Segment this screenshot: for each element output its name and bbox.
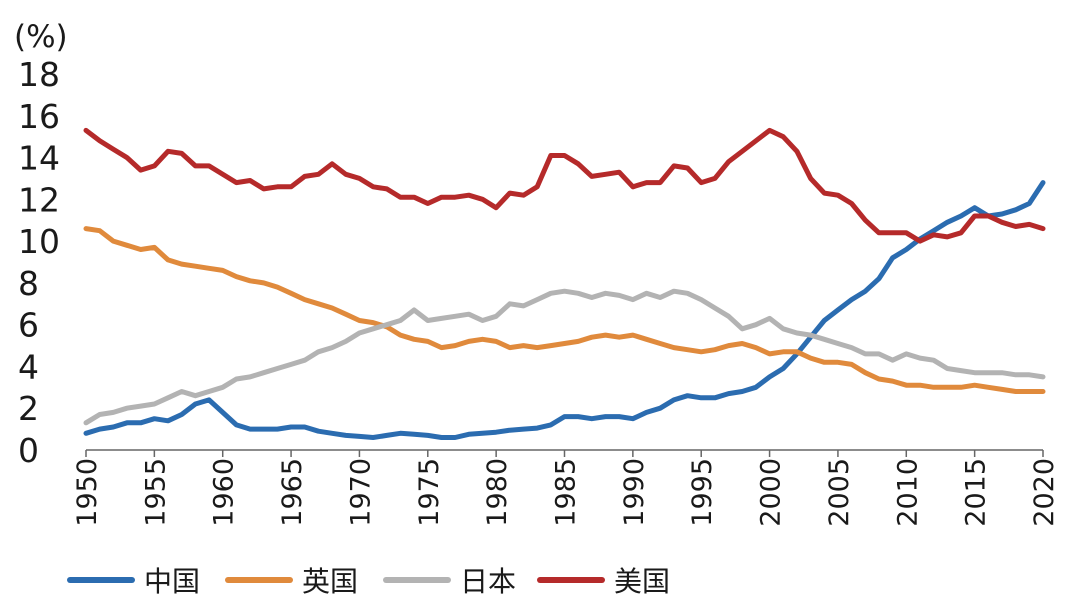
y-tick-label: 10 — [18, 222, 60, 261]
x-tick-label: 2005 — [824, 458, 855, 527]
y-tick-label: 14 — [18, 139, 60, 178]
x-tick-label: 1995 — [687, 458, 718, 527]
x-tick-label: 1980 — [482, 458, 513, 527]
x-tick-label: 2020 — [1029, 458, 1060, 527]
legend-label-4: 美国 — [614, 565, 670, 598]
x-tick-label: 1990 — [619, 458, 650, 527]
legend: 中国 英国 日本 美国 — [67, 565, 670, 598]
series-lines — [83, 127, 1046, 440]
y-tick-label: 12 — [18, 180, 60, 219]
x-tick-label: 1955 — [140, 458, 171, 527]
legend-label-3: 日本 — [460, 565, 516, 598]
series-line-4 — [83, 127, 1046, 244]
x-tick-label: 1970 — [345, 458, 376, 527]
x-tick-label: 2015 — [961, 458, 992, 527]
y-tick-label: 2 — [18, 389, 39, 428]
x-tick-label: 1950 — [72, 458, 103, 527]
x-tick-label: 2010 — [892, 458, 923, 527]
y-axis-unit-label: (%) — [14, 19, 68, 55]
x-axis-ticks: 1950 1955 1960 1965 1970 1975 1980 1985 1990 1995… — [72, 458, 1060, 527]
series-line-3 — [83, 288, 1046, 426]
y-tick-label: 8 — [18, 264, 39, 303]
x-tick-label: 1960 — [209, 458, 240, 527]
x-axis-tickmarks — [85, 450, 1044, 457]
y-tick-label: 4 — [18, 347, 39, 386]
series-line-2 — [83, 226, 1046, 394]
legend-label-2: 英国 — [302, 565, 358, 598]
legend-label-1: 中国 — [144, 565, 200, 598]
y-tick-label: 16 — [18, 97, 60, 136]
series-line-1 — [83, 180, 1046, 440]
plot-area — [83, 127, 1046, 457]
x-tick-label: 1975 — [414, 458, 445, 527]
y-tick-label: 6 — [18, 306, 39, 345]
y-tick-label: 0 — [18, 431, 39, 470]
x-tick-label: 1985 — [551, 458, 582, 527]
y-tick-label: 18 — [18, 55, 60, 94]
x-tick-label: 1965 — [277, 458, 308, 527]
x-tick-label: 2000 — [756, 458, 787, 527]
